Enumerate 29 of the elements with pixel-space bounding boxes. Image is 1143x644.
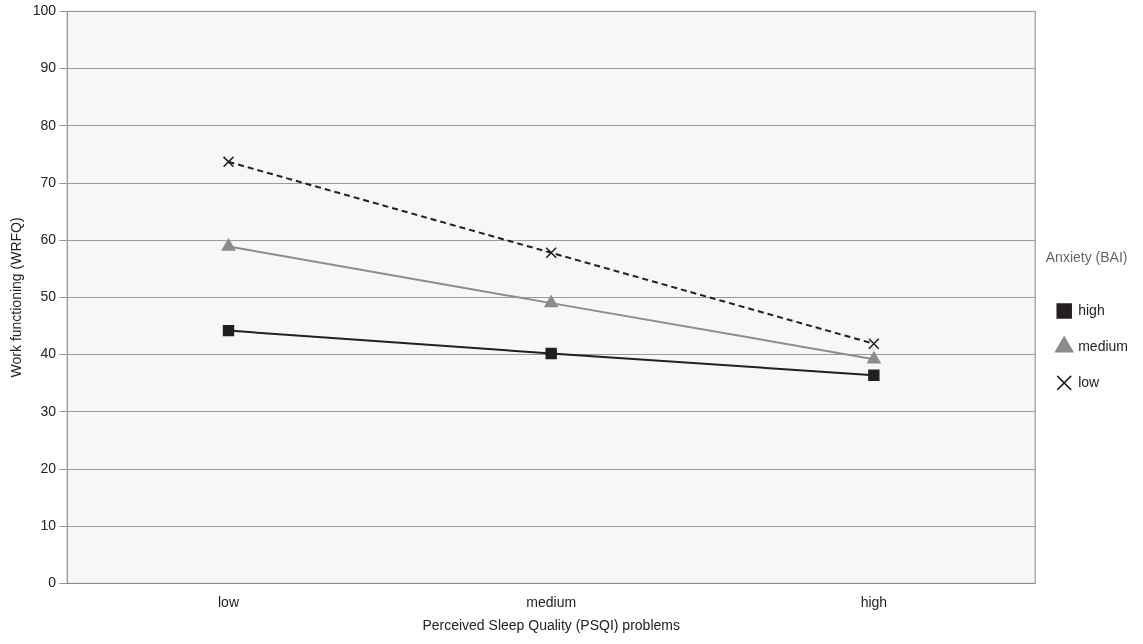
legend-title: Anxiety (BAI) bbox=[1045, 248, 1128, 265]
x-tick-label: low bbox=[217, 593, 240, 610]
y-tick-label: 0 bbox=[48, 574, 57, 591]
y-tick-label: 20 bbox=[40, 459, 57, 476]
legend-label: high bbox=[1078, 301, 1105, 318]
x-axis-title: Perceived Sleep Quality (PSQI) problems bbox=[422, 617, 680, 634]
point bbox=[222, 324, 235, 337]
y-tick-label: 60 bbox=[40, 231, 57, 248]
point bbox=[545, 247, 557, 259]
point bbox=[867, 351, 881, 364]
point bbox=[545, 347, 557, 360]
y-tick-label: 100 bbox=[32, 2, 57, 19]
y-tick-label: 70 bbox=[40, 173, 57, 190]
y-tick-label: 10 bbox=[40, 517, 57, 534]
point bbox=[222, 156, 235, 168]
x-tick-label: high bbox=[860, 593, 888, 610]
y-tick-label: 80 bbox=[40, 116, 57, 133]
legend-label: medium bbox=[1078, 337, 1128, 354]
y-tick-label: 30 bbox=[40, 402, 57, 419]
x-tick-label: medium bbox=[526, 593, 577, 610]
point bbox=[544, 295, 558, 308]
y-tick-label: 90 bbox=[40, 59, 57, 76]
point bbox=[221, 238, 236, 251]
y-tick-label: 40 bbox=[40, 345, 57, 362]
point bbox=[868, 338, 880, 350]
y-axis-title: Work functioning (WRFQ) bbox=[8, 217, 25, 378]
point bbox=[868, 369, 880, 381]
legend-label: low bbox=[1078, 373, 1101, 390]
y-tick-label: 50 bbox=[40, 288, 57, 305]
